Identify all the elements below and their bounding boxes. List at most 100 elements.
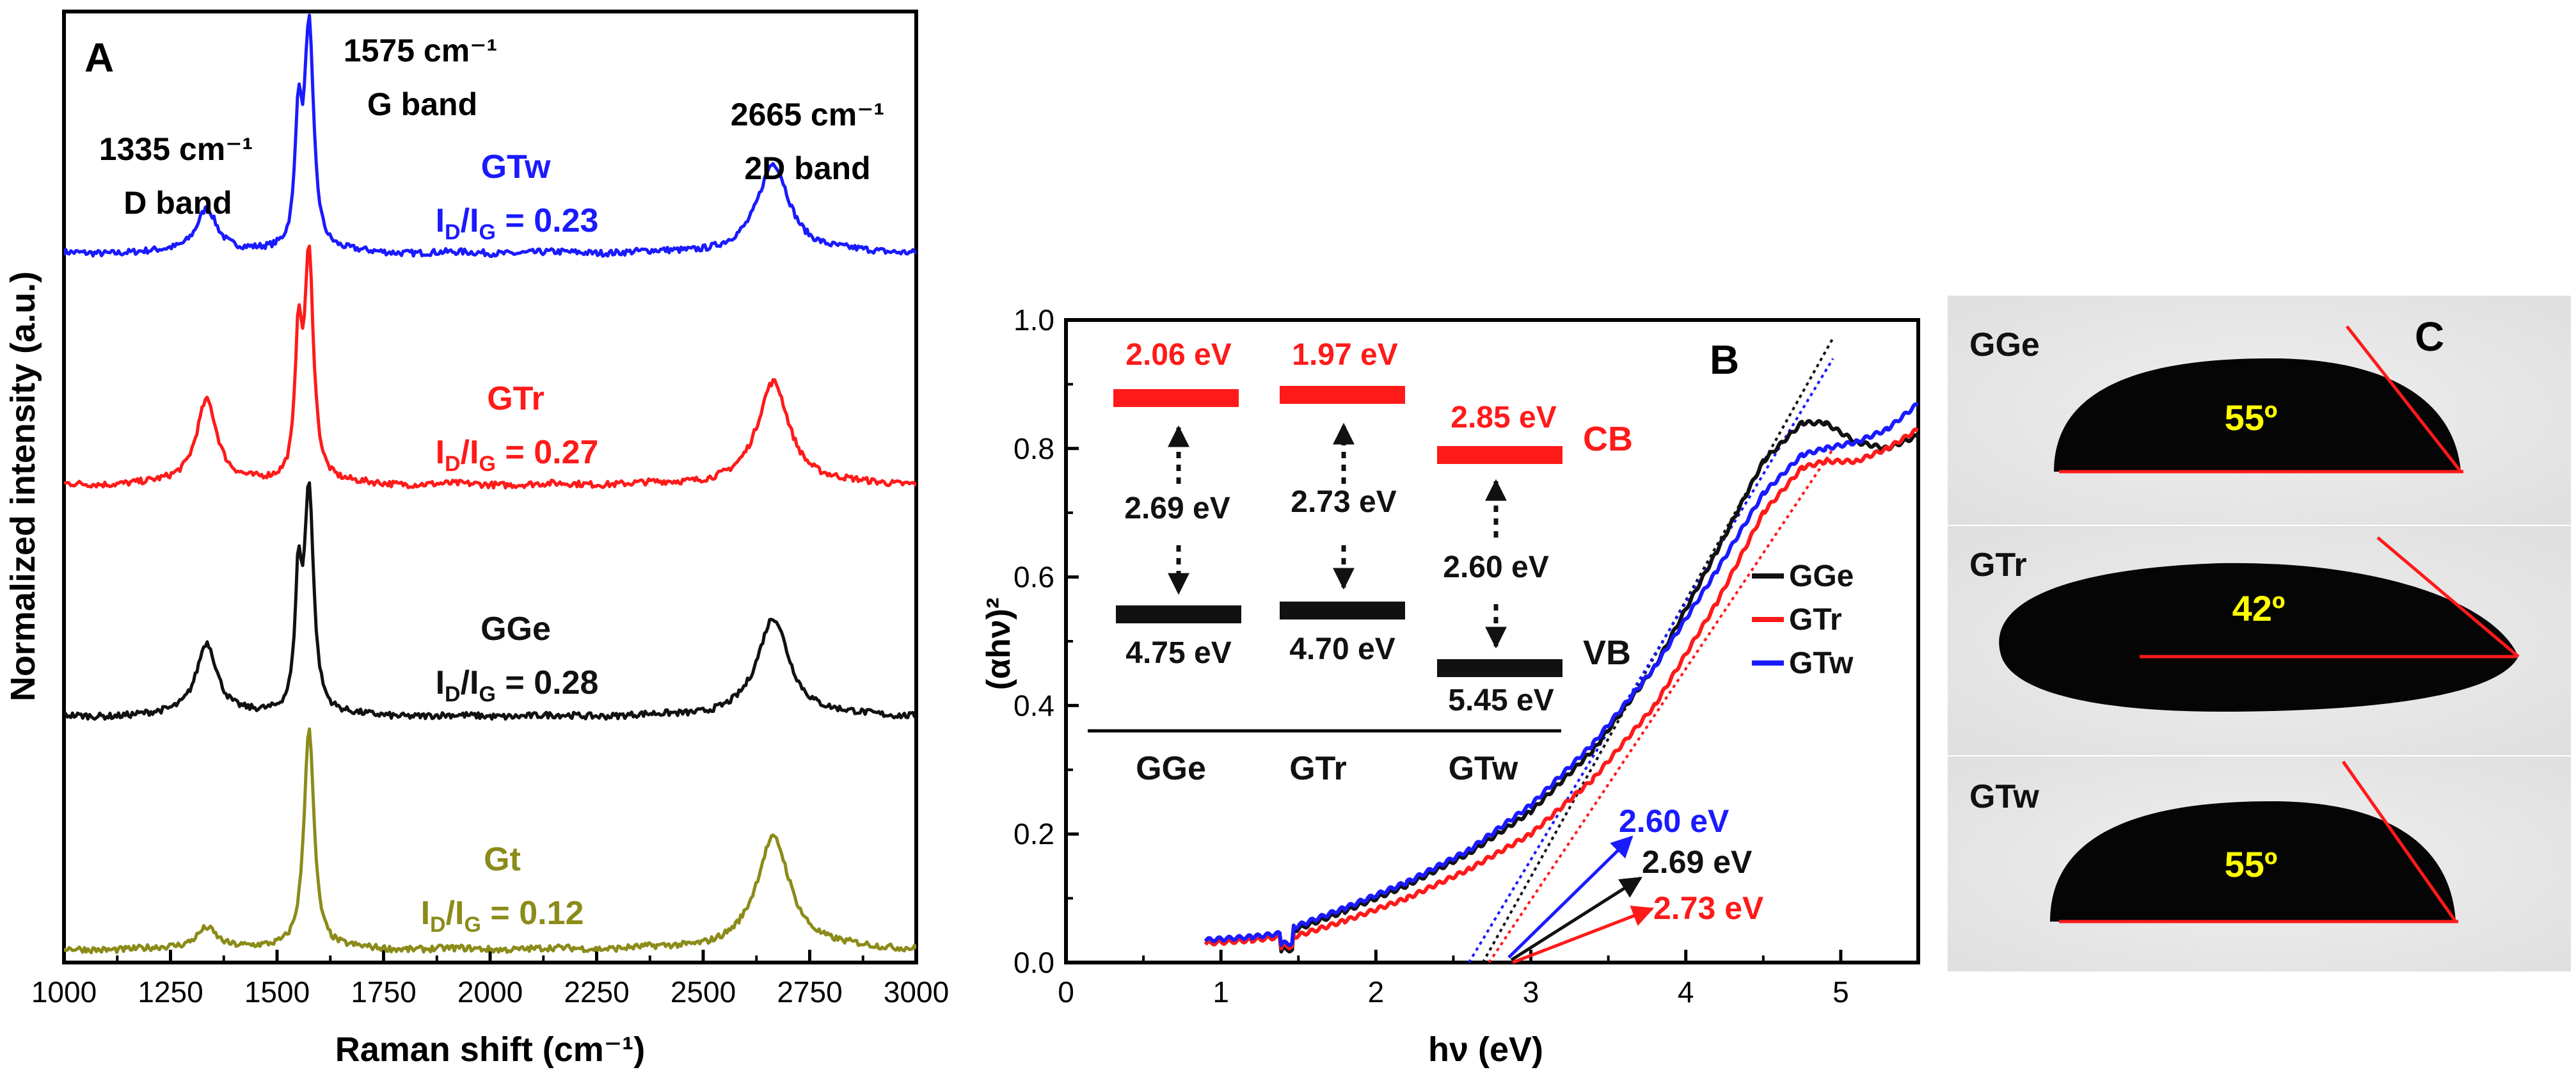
panel-a: 1000 1250 1500 1750 2000 2250 2500 2750 3000 A 1… xyxy=(4,10,949,1069)
tangent-gtr xyxy=(1488,448,1834,963)
panel-b-y-tick-label: 0.0 xyxy=(1014,946,1054,979)
tauc-curve-gtr xyxy=(1204,427,1918,950)
cb-bar-gtw xyxy=(1437,446,1562,464)
vb-value-gtr: 4.70 eV xyxy=(1289,632,1395,666)
contact-angle-image-gtw: GTw 55º xyxy=(1948,756,2571,971)
panel-a-spectra xyxy=(64,13,916,955)
panel-b-x-tick-label: 2 xyxy=(1368,975,1385,1009)
droplet-gtr xyxy=(1999,563,2518,712)
droplet-gge xyxy=(2054,358,2461,472)
panel-b-ticks: 0 1 2 3 4 5 0.0 0.2 0.4 0.6 0.8 1.0 xyxy=(1014,303,1849,1009)
panel-a-y-label: Normalized intensity (a.u.) xyxy=(4,271,42,701)
panel-a-x-tick-label: 1000 xyxy=(31,975,97,1009)
panel-b-y-tick-label: 0.4 xyxy=(1014,689,1054,722)
label-gt: Gt xyxy=(484,841,521,878)
droplet-gtw xyxy=(2050,801,2456,922)
d-band-position: 1335 cm⁻¹ xyxy=(99,131,253,167)
panel-b-curves xyxy=(1204,337,1918,963)
gap-value-gtw: 2.60 eV xyxy=(1443,550,1548,584)
2d-band-position: 2665 cm⁻¹ xyxy=(731,97,884,132)
cb-bar-gtr xyxy=(1280,386,1405,404)
panel-b-letter: B xyxy=(1710,337,1739,383)
panel-a-x-tick-label: 3000 xyxy=(884,975,949,1009)
vb-value-gge: 4.75 eV xyxy=(1125,636,1231,670)
panel-b-x-tick-label: 4 xyxy=(1678,975,1694,1009)
tauc-curve-gtw xyxy=(1204,402,1918,947)
panel-b-x-tick-label: 0 xyxy=(1058,975,1074,1009)
tangent-gtr xyxy=(2376,536,2520,658)
raman-spectrum-gtr xyxy=(64,244,916,490)
ratio-gtr: ID/IG = 0.27 xyxy=(436,434,599,476)
panel-b-y-tick-label: 1.0 xyxy=(1014,303,1054,337)
panel-b-x-tick-label: 3 xyxy=(1523,975,1539,1009)
vb-bar-gge xyxy=(1116,605,1241,623)
gap-value-gtr: 2.73 eV xyxy=(1291,485,1396,519)
angle-gge: 55º xyxy=(2225,397,2278,438)
g-band-position: 1575 cm⁻¹ xyxy=(344,33,497,68)
tauc-curve-gge xyxy=(1204,419,1918,954)
panel-a-x-tick-label: 2500 xyxy=(671,975,736,1009)
g-band-name: G band xyxy=(367,86,477,122)
bandgap-arrow-gge xyxy=(1510,876,1642,962)
vb-value-gtw: 5.45 eV xyxy=(1448,683,1554,717)
panel-a-x-tick-label: 2750 xyxy=(777,975,842,1009)
label-gtr: GTr xyxy=(487,380,545,417)
legend: GGe GTr GTw xyxy=(1752,559,1854,680)
bandgap-label-gge: 2.69 eV xyxy=(1642,844,1753,880)
panel-a-letter: A xyxy=(84,35,114,81)
column-label-gtr: GTr xyxy=(1289,750,1347,787)
tangent-gtw xyxy=(2341,760,2458,923)
panel-b-y-tick-label: 0.8 xyxy=(1014,432,1054,465)
vb-label: VB xyxy=(1583,634,1631,672)
ratio-gge: ID/IG = 0.28 xyxy=(436,664,599,707)
ratio-gtw: ID/IG = 0.23 xyxy=(436,202,599,244)
cb-value-gtw: 2.85 eV xyxy=(1451,401,1556,435)
raman-spectrum-gge xyxy=(64,481,916,721)
drop-label-gtr: GTr xyxy=(1969,547,2027,584)
tangent-gge xyxy=(2346,325,2462,473)
panel-b-y-tick-label: 0.6 xyxy=(1014,561,1054,594)
panel-b-x-tick-label: 5 xyxy=(1833,975,1849,1009)
raman-spectrum-gtw xyxy=(64,13,916,259)
gap-value-gge: 2.69 eV xyxy=(1124,492,1230,525)
panel-a-x-ticks: 1000 1250 1500 1750 2000 2250 2500 2750 3000 xyxy=(31,950,949,1009)
panel-c: GGe 55º C GTr 42º GTw 55º xyxy=(1948,296,2571,971)
bandgap-arrow-gtw xyxy=(1507,835,1634,959)
panel-c-letter: C xyxy=(2415,314,2444,360)
ratio-gt: ID/IG = 0.12 xyxy=(421,895,584,937)
vb-bar-gtr xyxy=(1280,602,1405,619)
contact-angle-image-gtr: GTr 42º xyxy=(1948,526,2571,755)
d-band-name: D band xyxy=(123,185,232,221)
contact-angle-image-gge: GGe 55º C xyxy=(1948,296,2571,525)
panel-a-x-tick-label: 1250 xyxy=(138,975,203,1009)
cb-value-gge: 2.06 eV xyxy=(1125,338,1231,372)
bandgap-label-gtr: 2.73 eV xyxy=(1653,890,1764,926)
panel-b-x-label: hν (eV) xyxy=(1428,1030,1543,1069)
panel-a-x-tick-label: 2000 xyxy=(457,975,523,1009)
2d-band-name: 2D band xyxy=(744,150,870,186)
drop-label-gtw: GTw xyxy=(1969,778,2039,815)
column-label-gge: GGe xyxy=(1136,750,1206,787)
raman-spectrum-gt xyxy=(64,727,916,955)
cb-bar-gge xyxy=(1113,389,1239,407)
angle-gtr: 42º xyxy=(2232,588,2286,628)
column-label-gtw: GTw xyxy=(1449,750,1518,787)
panel-a-x-tick-label: 1500 xyxy=(244,975,310,1009)
bandgap-arrow-gtr xyxy=(1512,906,1655,964)
bandgap-label-gtw: 2.60 eV xyxy=(1619,803,1729,839)
panel-a-x-tick-label: 1750 xyxy=(351,975,416,1009)
label-gge: GGe xyxy=(481,611,551,648)
cb-label: CB xyxy=(1583,420,1633,458)
tangent-gtw xyxy=(1467,358,1834,963)
label-gtw: GTw xyxy=(481,148,551,186)
drop-label-gge: GGe xyxy=(1969,326,2040,364)
legend-label-gtw: GTw xyxy=(1789,646,1854,680)
panel-a-x-label: Raman shift (cm⁻¹) xyxy=(335,1030,646,1069)
vb-bar-gtw xyxy=(1437,659,1562,677)
panel-b: 0 1 2 3 4 5 0.0 0.2 0.4 0.6 0.8 1.0 B 2.06 eV 2.69 … xyxy=(980,303,1920,1069)
band-diagram: 2.06 eV 2.69 eV 4.75 eV GGe 1.97 eV 2.73… xyxy=(1088,338,1633,787)
legend-label-gtr: GTr xyxy=(1789,603,1842,637)
legend-label-gge: GGe xyxy=(1789,559,1854,593)
cb-value-gtr: 1.97 eV xyxy=(1292,338,1397,372)
